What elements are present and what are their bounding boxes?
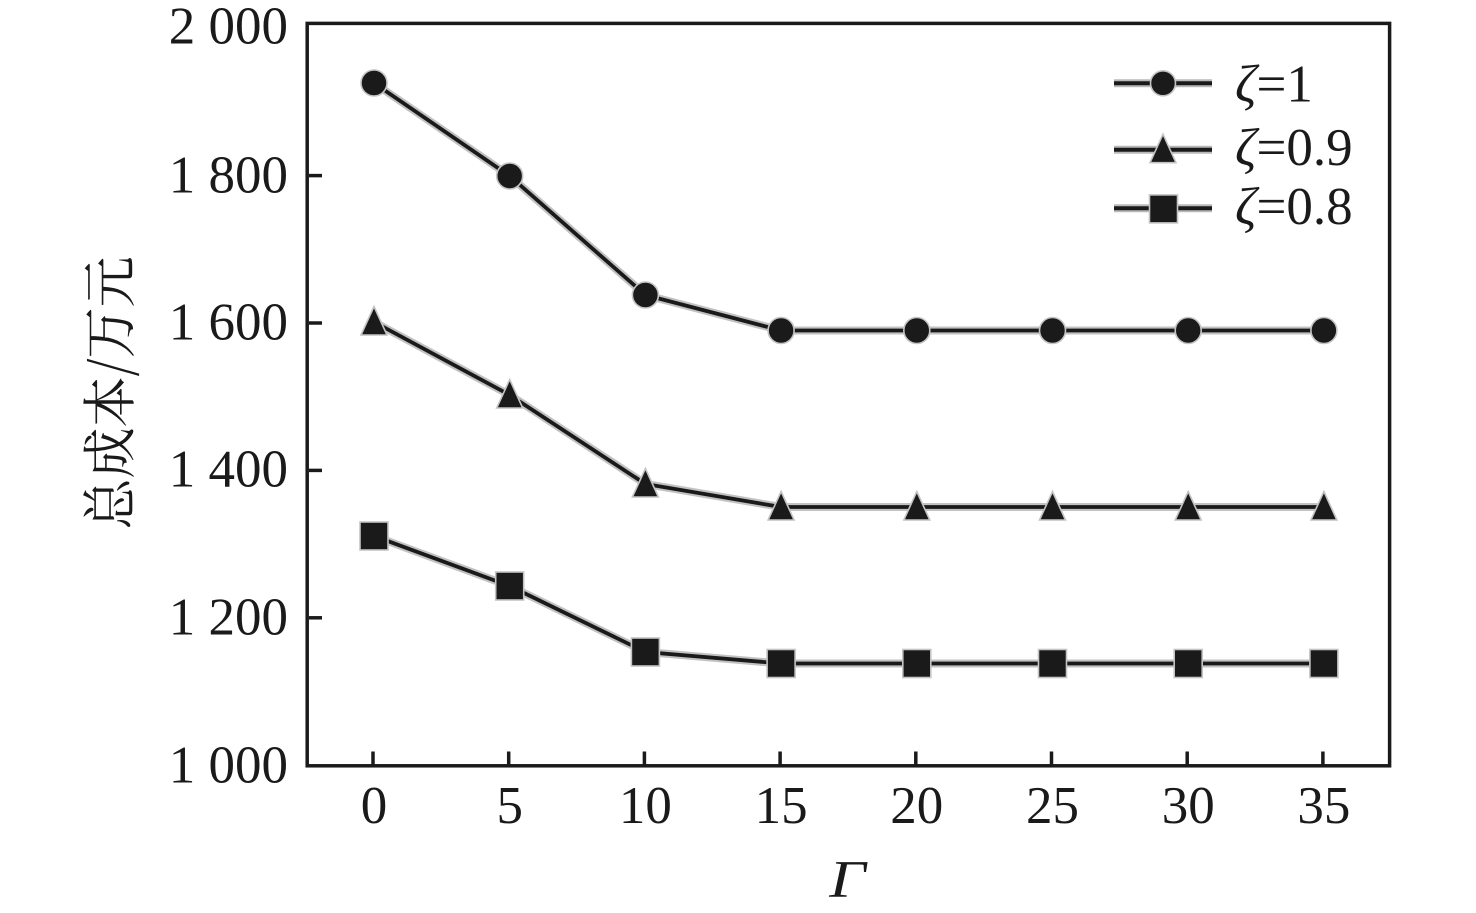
svg-text:1 000: 1 000 xyxy=(169,737,288,795)
svg-text:5: 5 xyxy=(496,777,523,835)
svg-text:35: 35 xyxy=(1297,777,1350,835)
svg-text:Γ: Γ xyxy=(828,850,868,909)
svg-text:20: 20 xyxy=(890,777,943,835)
svg-text:10: 10 xyxy=(619,777,672,835)
svg-text:0: 0 xyxy=(361,777,388,835)
svg-text:1 400: 1 400 xyxy=(169,441,288,499)
svg-text:15: 15 xyxy=(755,777,808,835)
svg-text:1 800: 1 800 xyxy=(169,147,288,205)
svg-text:2 000: 2 000 xyxy=(169,0,288,56)
svg-text:30: 30 xyxy=(1162,777,1215,835)
svg-text:ζ=0.9: ζ=0.9 xyxy=(1235,119,1353,177)
svg-text:1 600: 1 600 xyxy=(169,294,288,352)
svg-text:25: 25 xyxy=(1026,777,1079,835)
svg-text:ζ=1: ζ=1 xyxy=(1235,55,1313,113)
svg-text:ζ=0.8: ζ=0.8 xyxy=(1235,178,1353,236)
svg-text:1 200: 1 200 xyxy=(169,589,288,647)
